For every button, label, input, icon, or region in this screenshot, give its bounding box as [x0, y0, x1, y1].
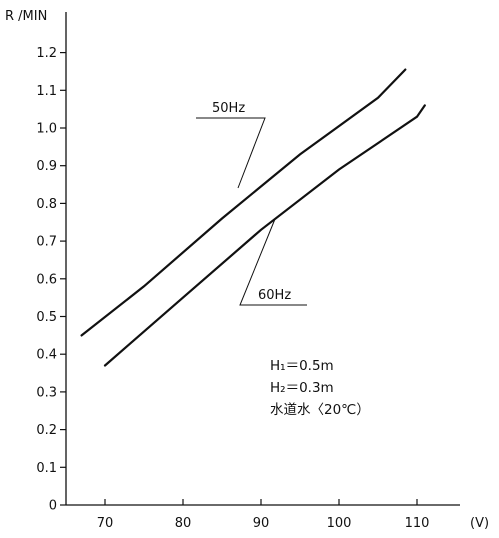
y-tick-label: 0.1 — [36, 461, 57, 476]
y-tick-label: 0.3 — [36, 385, 57, 400]
x-tick-label: 70 — [97, 516, 114, 531]
y-tick-label: 0.7 — [36, 235, 57, 250]
y-tick-label: 0.4 — [36, 348, 57, 363]
y-tick-label: 0 — [49, 499, 57, 514]
legend-label-60hz: 60Hz — [258, 288, 291, 303]
series-line-60hz — [103, 104, 426, 367]
annotation-h1: H₁＝0.5m — [270, 358, 334, 374]
leader-line-60hz — [239, 218, 307, 306]
y-tick-label: 0.2 — [36, 423, 57, 438]
series-line-50hz — [80, 68, 407, 337]
leader-line-50hz — [196, 117, 266, 189]
y-tick-label: 0.9 — [36, 159, 57, 174]
y-tick-label: 1.2 — [36, 46, 57, 61]
x-tick-label: 110 — [405, 516, 430, 531]
annotation-h2: H₂＝0.3m — [270, 380, 334, 396]
y-tick-label: 1.1 — [36, 84, 57, 99]
series-label-60hz: 60Hz — [239, 218, 307, 306]
x-tick-label: 90 — [253, 516, 270, 531]
y-tick-label: 0.5 — [36, 310, 57, 325]
y-ticks: 0 0.1 0.2 0.3 0.4 0.5 0.6 0.7 0.8 0.9 1.0 1.1 1.2 — [36, 46, 66, 514]
x-tick-label: 80 — [175, 516, 192, 531]
y-tick-label: 0.6 — [36, 272, 57, 287]
x-ticks: 70 80 90 100 110 — [97, 499, 430, 531]
y-tick-label: 0.8 — [36, 197, 57, 212]
series-label-50hz: 50Hz — [196, 101, 266, 189]
annotation-water: 水道水〈20℃） — [270, 402, 370, 418]
y-tick-label: 1.0 — [36, 122, 57, 137]
y-axis-label: R /MIN — [5, 9, 47, 24]
series-lines — [80, 68, 426, 367]
x-axis-label: (V) — [470, 516, 489, 531]
x-tick-label: 100 — [327, 516, 352, 531]
legend-label-50hz: 50Hz — [212, 101, 245, 116]
